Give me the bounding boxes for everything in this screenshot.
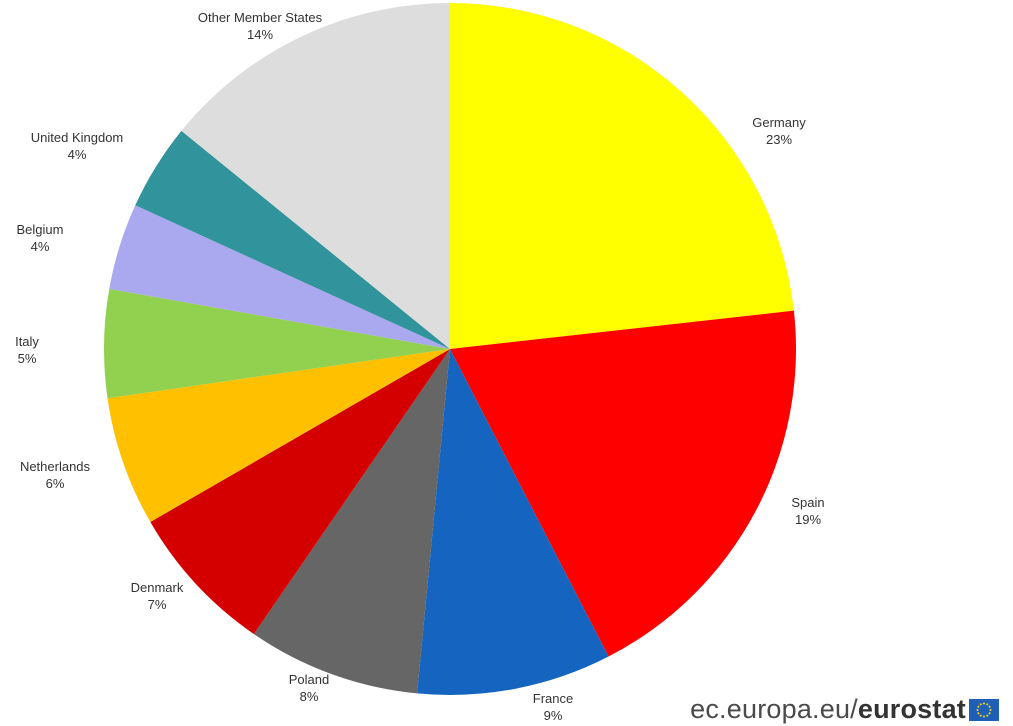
pie-slice-spain: [450, 310, 797, 657]
slice-label-name: Italy: [15, 334, 39, 349]
pie-slice-denmark: [150, 349, 451, 634]
slice-label-denmark: Denmark 7%: [131, 580, 184, 612]
slice-label-name: Spain: [791, 495, 824, 510]
footer-brand: eurostat: [857, 694, 966, 724]
pie-slice-germany: [450, 3, 794, 349]
slice-label-percent: 6%: [46, 476, 65, 491]
pie-labels: Germany 23% Spain 19% France 9% Poland 8% Denmar…: [15, 10, 825, 723]
pie-slice-netherlands: [107, 349, 451, 522]
slice-label-name: Poland: [289, 672, 329, 687]
slice-label-spain: Spain 19%: [791, 495, 824, 527]
slice-label-name: Netherlands: [20, 459, 91, 474]
slice-label-name: Denmark: [131, 580, 184, 595]
slice-label-name: France: [533, 691, 573, 706]
slice-label-italy: Italy 5%: [15, 334, 39, 366]
slice-label-name: Germany: [752, 115, 806, 130]
slice-label-other-member-states: Other Member States 14%: [198, 10, 323, 42]
slice-label-percent: 14%: [247, 27, 273, 42]
slice-label-poland: Poland 8%: [289, 672, 329, 704]
slice-label-netherlands: Netherlands 6%: [20, 459, 91, 491]
slice-label-percent: 4%: [31, 239, 50, 254]
slice-label-percent: 5%: [18, 351, 37, 366]
slice-label-name: Other Member States: [198, 10, 323, 25]
slice-label-percent: 19%: [795, 512, 821, 527]
pie-slice-poland: [253, 349, 450, 694]
pie-slice-other-member-states: [181, 3, 450, 349]
pie-slice-belgium: [109, 205, 450, 349]
pie-slice-italy: [104, 288, 450, 399]
slice-label-france: France 9%: [533, 691, 573, 723]
slice-label-percent: 23%: [766, 132, 792, 147]
slice-label-belgium: Belgium 4%: [17, 222, 64, 254]
slice-label-united-kingdom: United Kingdom 4%: [31, 130, 124, 162]
slice-label-percent: 7%: [148, 597, 167, 612]
slice-label-germany: Germany 23%: [752, 115, 806, 147]
pie-slice-france: [417, 349, 609, 695]
slice-label-percent: 9%: [544, 708, 563, 723]
slice-label-percent: 4%: [68, 147, 87, 162]
pie-slices: [104, 3, 797, 695]
eu-flag-icon: [969, 698, 999, 721]
slice-label-percent: 8%: [300, 689, 319, 704]
footer-domain: ec.europa.eu/: [690, 694, 858, 724]
eurostat-footer: ec.europa.eu/eurostat: [690, 694, 999, 725]
slice-label-name: United Kingdom: [31, 130, 124, 145]
pie-slice-united-kingdom: [135, 130, 450, 349]
slice-label-name: Belgium: [17, 222, 64, 237]
